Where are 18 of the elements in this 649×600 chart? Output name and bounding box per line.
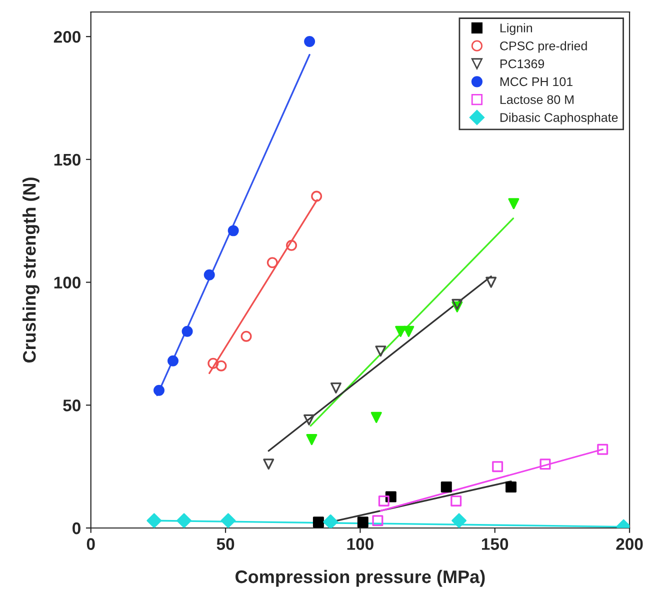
x-tick-label: 200 [616, 538, 643, 550]
legend-label: PC1369 [500, 59, 544, 68]
legend-label: MCC PH 101 [500, 77, 572, 86]
y-tick-label: 50 [63, 400, 80, 412]
legend-label: CPSC pre-dried [500, 41, 587, 53]
x-tick-label: 100 [347, 538, 374, 550]
y-tick-label: 100 [54, 276, 80, 288]
y-tick-label: 150 [54, 154, 80, 166]
y-axis-title: Crushing strength (N) [22, 178, 40, 363]
x-axis-title: Compression pressure (MPa) [236, 570, 485, 587]
x-tick-label: 50 [216, 538, 234, 550]
legend-label: Dibasic Caphosphate [500, 112, 618, 124]
legend-label: Lactose 80 M [500, 95, 574, 104]
y-tick-label: 0 [72, 522, 80, 534]
y-tick-label: 200 [54, 30, 80, 43]
legend-label: Lignin [500, 23, 532, 35]
x-tick-label: 150 [482, 538, 508, 550]
x-tick-label: 0 [86, 538, 95, 550]
